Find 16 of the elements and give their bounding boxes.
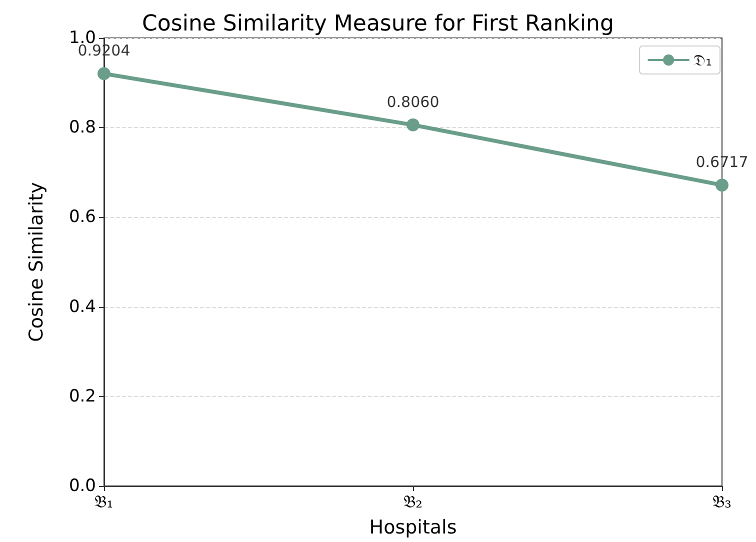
chart-title: Cosine Similarity Measure for First Ranking	[142, 12, 614, 36]
point	[716, 178, 728, 192]
x-tick-label: 𝔅₃	[712, 492, 732, 512]
legend-label: 𝔇₁	[694, 50, 712, 70]
point	[406, 118, 420, 132]
y-tick-label: 0.4	[68, 296, 96, 317]
y-axis-title: Cosine Similarity	[26, 182, 48, 342]
data-label: 0.8060	[386, 92, 440, 111]
y-tick-label: 0.0	[68, 476, 96, 496]
y-tick-label: 0.6	[68, 207, 96, 228]
y-tick-label: 0.2	[68, 386, 96, 406]
x-axis-title: Hospitals	[369, 516, 457, 538]
x-tick-label: 𝔅₂	[404, 492, 422, 512]
y-tick-label: 0.8	[68, 118, 96, 138]
point	[98, 67, 110, 80]
x-tick-label: 𝔅₁	[94, 492, 114, 512]
